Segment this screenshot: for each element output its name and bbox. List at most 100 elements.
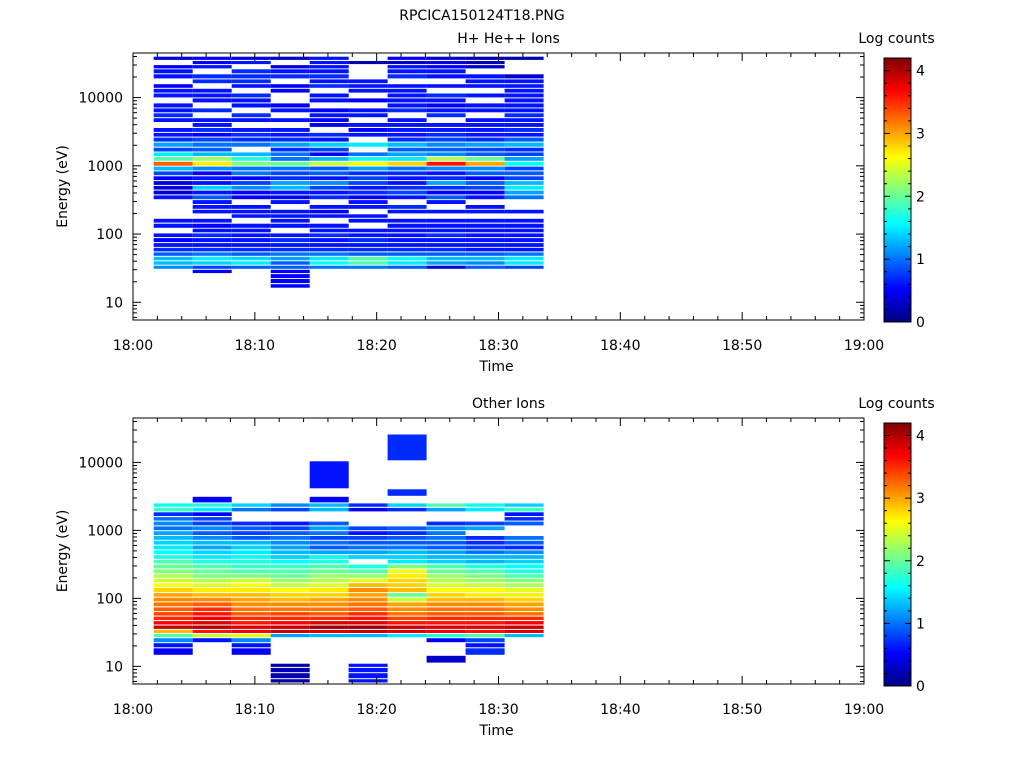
- heatmap-cell: [387, 588, 427, 593]
- heatmap-cell: [270, 616, 310, 620]
- heatmap-cell: [465, 93, 505, 98]
- heatmap-cell: [387, 65, 427, 69]
- heatmap-cell: [231, 56, 271, 60]
- heatmap-cell: [348, 113, 388, 118]
- heatmap-cell: [192, 252, 232, 256]
- heatmap-cell: [465, 65, 505, 69]
- colorbar-tick-label: 3: [916, 126, 925, 142]
- heatmap-cell: [231, 550, 271, 555]
- heatmap-cell: [192, 503, 232, 507]
- heatmap-cell: [387, 185, 427, 190]
- heatmap-cell: [231, 69, 271, 74]
- heatmap-cell: [426, 503, 466, 507]
- heatmap-cell: [153, 517, 193, 521]
- heatmap-cell: [387, 98, 427, 103]
- heatmap-cell: [309, 113, 349, 118]
- heatmap-cell: [465, 233, 505, 238]
- heatmap-cell: [504, 56, 544, 60]
- heatmap-cell: [231, 238, 271, 243]
- heatmap-cell: [192, 607, 232, 612]
- heatmap-cell: [387, 161, 427, 166]
- heatmap-cell: [348, 123, 388, 127]
- heatmap-cell: [348, 181, 388, 185]
- heatmap-cell: [270, 625, 310, 629]
- heatmap-cell: [270, 555, 310, 559]
- x-tick-label: 18:10: [235, 702, 275, 718]
- heatmap-cell: [504, 512, 544, 516]
- heatmap-cell: [465, 569, 505, 574]
- heatmap-cell: [465, 238, 505, 243]
- heatmap-cell: [465, 574, 505, 578]
- heatmap-cell: [426, 238, 466, 243]
- heatmap-cell: [387, 228, 427, 233]
- heatmap-cell: [465, 103, 505, 108]
- heatmap-cell: [465, 629, 505, 633]
- colorbar-tick-label: 3: [916, 491, 925, 507]
- heatmap-cell: [192, 118, 232, 122]
- heatmap-cell: [504, 256, 544, 261]
- x-tick-label: 18:30: [478, 702, 518, 718]
- heatmap-cell: [270, 588, 310, 593]
- heatmap-cell: [348, 597, 388, 602]
- heatmap-cell: [153, 171, 193, 176]
- heatmap-cell: [426, 625, 466, 629]
- heatmap-cell: [348, 607, 388, 612]
- heatmap-cell: [192, 588, 232, 593]
- heatmap-cell: [231, 593, 271, 597]
- heatmap-cell: [504, 209, 544, 214]
- heatmap-cell: [348, 228, 388, 233]
- panel-other-ions: Other Ions 18:00 18:10 18:20 18:30 18:40 18:50…: [55, 396, 935, 739]
- heatmap-cell: [309, 607, 349, 612]
- heatmap-cell: [270, 634, 310, 638]
- heatmap-cell: [270, 521, 310, 526]
- heatmap-cell: [426, 98, 466, 103]
- heatmap-cell: [309, 205, 349, 209]
- heatmap-cell: [465, 118, 505, 122]
- heatmap-cell: [270, 238, 310, 243]
- heatmap-cell: [465, 593, 505, 597]
- heatmap-cell: [426, 602, 466, 607]
- heatmap-cell: [348, 108, 388, 113]
- heatmap-cell: [270, 545, 310, 550]
- heatmap-cell: [309, 634, 349, 638]
- heatmap-cell: [348, 629, 388, 633]
- heatmap-cell: [387, 233, 427, 238]
- x-axis-label: Time: [478, 359, 513, 375]
- heatmap-cell: [153, 574, 193, 578]
- heatmap-cell: [270, 209, 310, 214]
- heatmap-cell: [270, 88, 310, 93]
- colorbar-tick-label: 0: [916, 679, 925, 695]
- heatmap-cell: [387, 84, 427, 88]
- heatmap-cell: [387, 103, 427, 108]
- heatmap-cell: [348, 564, 388, 569]
- heatmap-cell: [153, 152, 193, 156]
- x-tick-label: 18:40: [600, 338, 640, 354]
- heatmap-cell: [504, 503, 544, 507]
- heatmap-cell: [309, 625, 349, 629]
- heatmap-cell: [192, 200, 232, 204]
- heatmap-cell: [387, 190, 427, 195]
- heatmap-cell: [231, 223, 271, 228]
- heatmap-cell: [426, 540, 466, 545]
- colorbar: [883, 422, 912, 687]
- heatmap-cell: [387, 238, 427, 243]
- heatmap-cell: [153, 602, 193, 607]
- heatmap-cell: [231, 190, 271, 195]
- heatmap-cell: [231, 503, 271, 507]
- heatmap-cell: [465, 564, 505, 569]
- heatmap-cell: [153, 261, 193, 265]
- heatmap-cell: [270, 503, 310, 507]
- x-tick-label: 18:20: [356, 702, 396, 718]
- heatmap-cell: [153, 65, 193, 69]
- heatmap-cell: [153, 103, 193, 108]
- heatmap-cell: [504, 564, 544, 569]
- colorbar-label: Log counts: [858, 396, 934, 412]
- heatmap-cell: [231, 214, 271, 218]
- heatmap-cell: [387, 142, 427, 147]
- heatmap-cell: [504, 88, 544, 93]
- heatmap-cell: [231, 152, 271, 156]
- heatmap-cell: [192, 185, 232, 190]
- colorbar-tick-label: 1: [916, 252, 925, 268]
- heatmap-cell: [387, 88, 427, 93]
- heatmap-cell: [504, 233, 544, 238]
